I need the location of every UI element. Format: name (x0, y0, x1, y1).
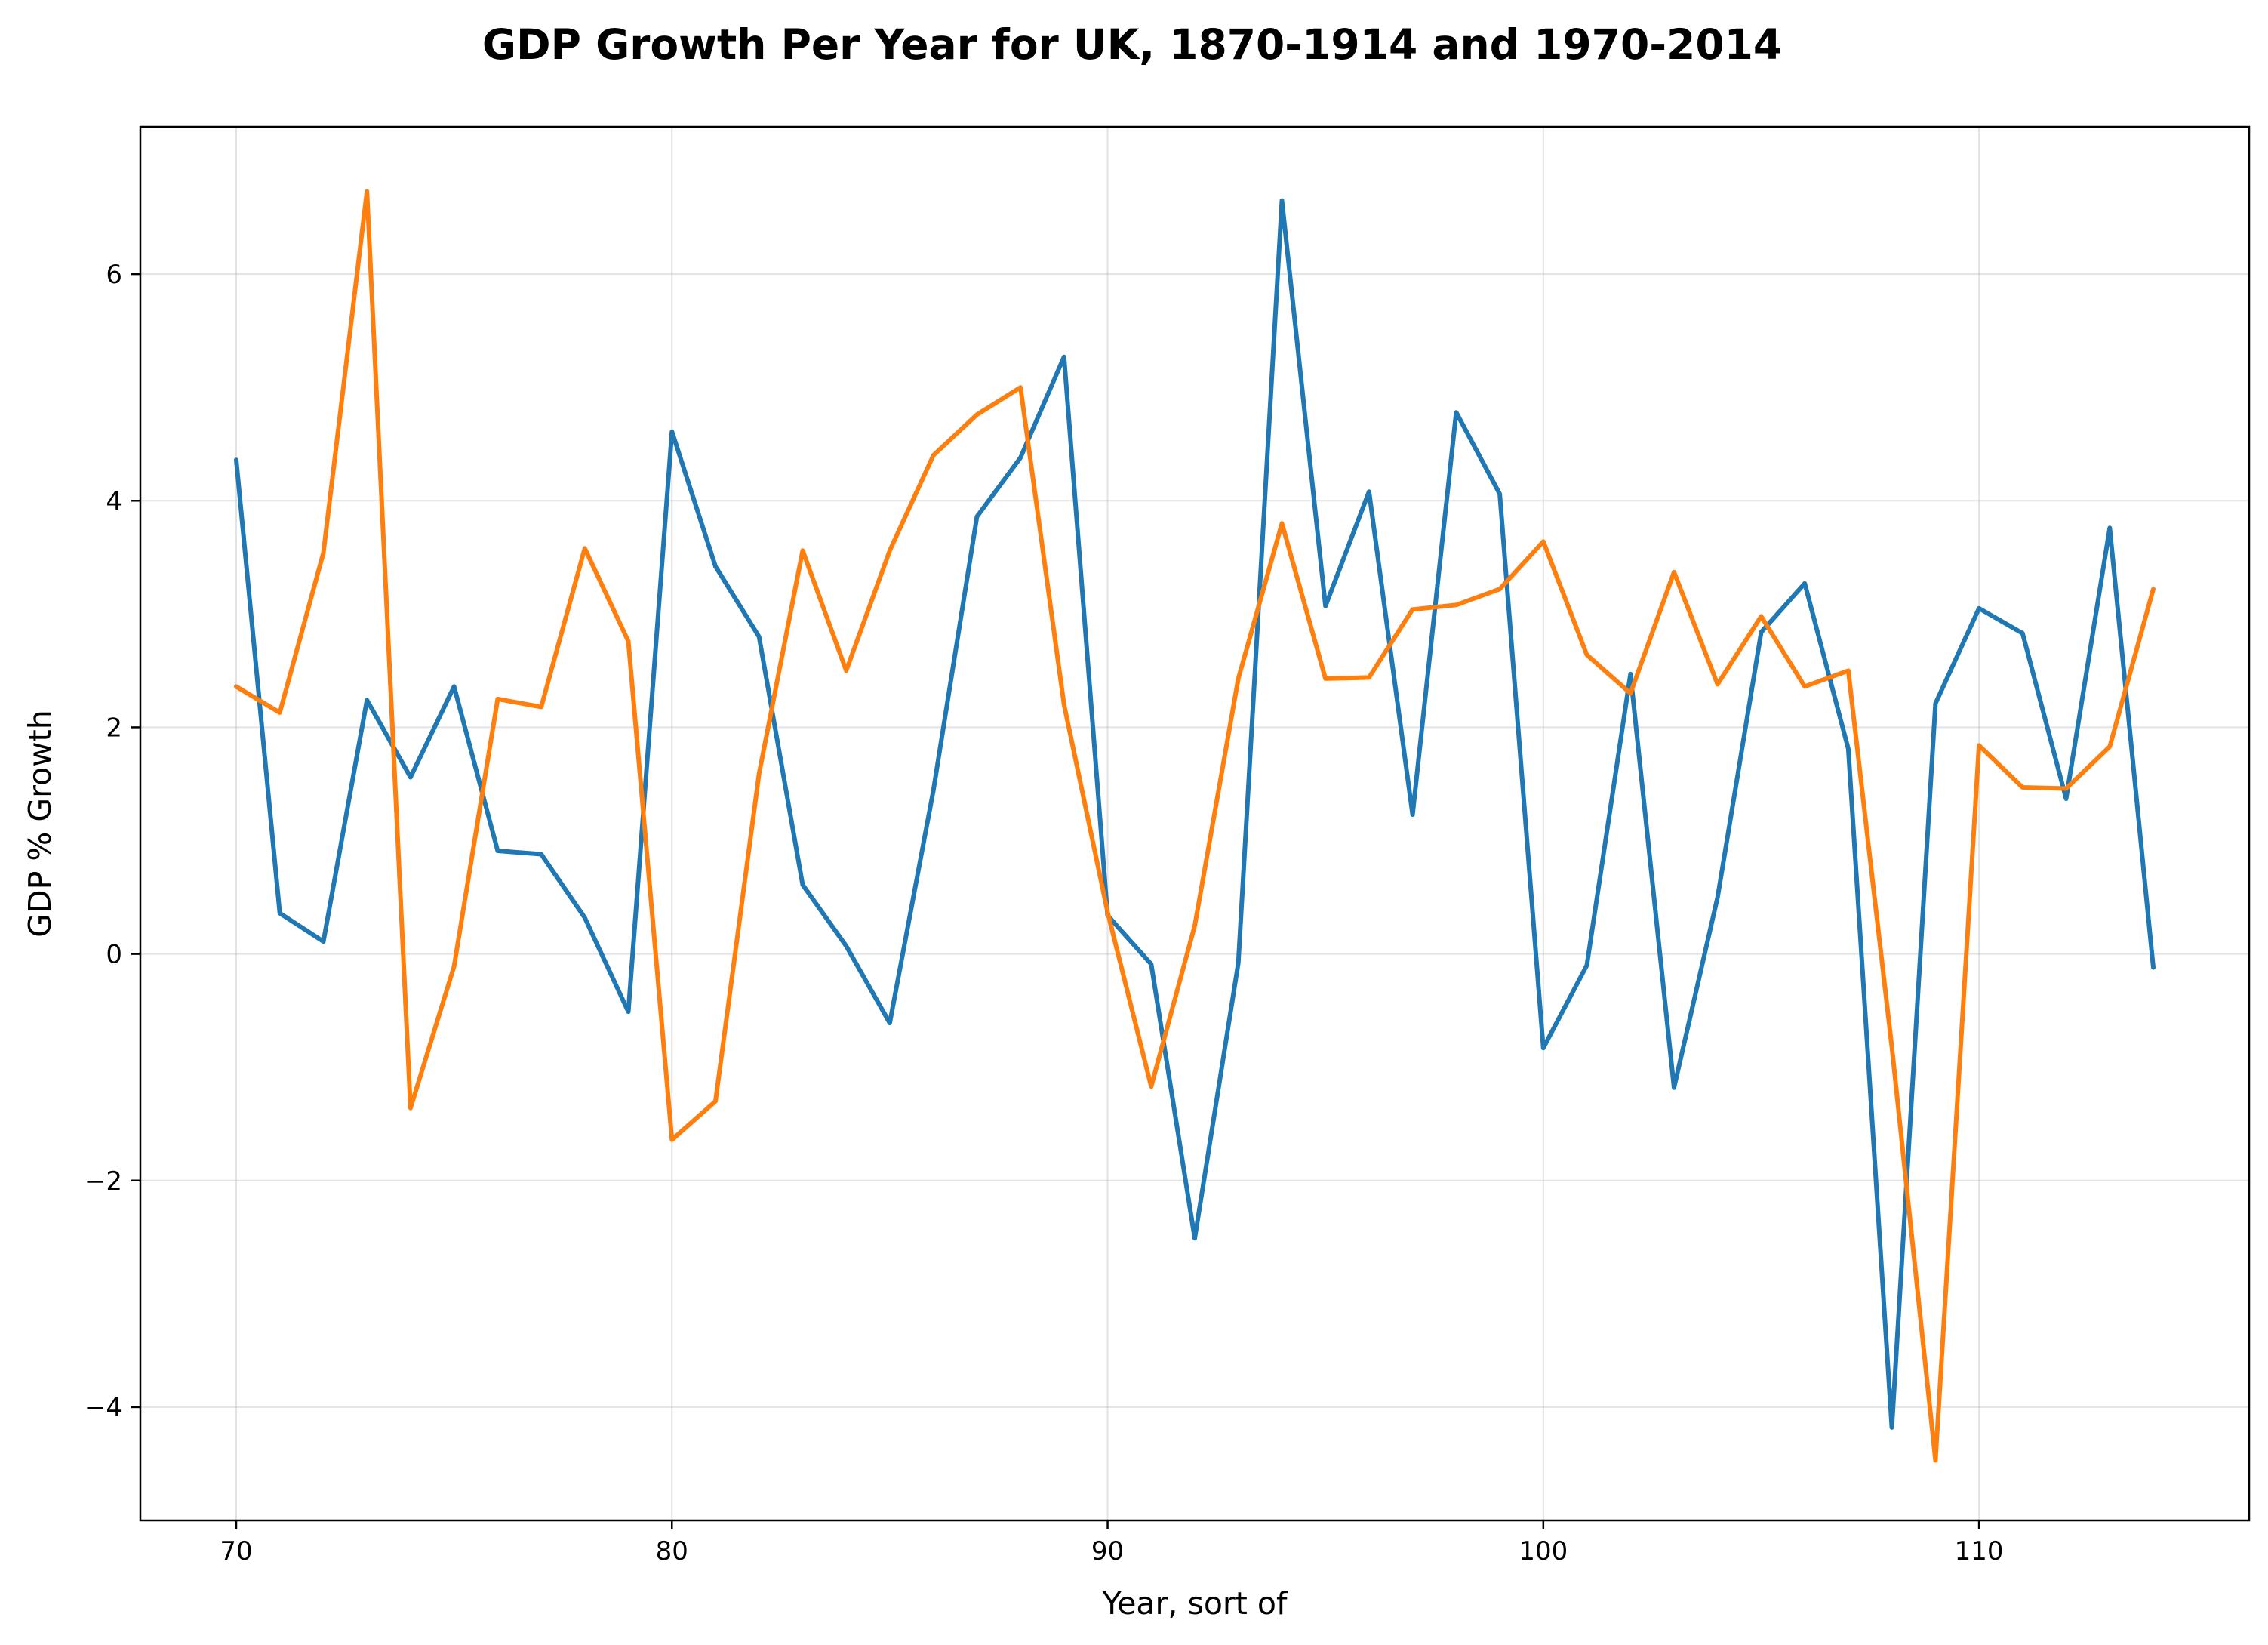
x-tick-label: 100 (1519, 1536, 1568, 1566)
y-axis-label: GDP % Growth (22, 710, 58, 938)
y-tick-label: −4 (85, 1393, 122, 1423)
y-tick-label: −2 (85, 1166, 122, 1197)
plot-frame (139, 125, 2251, 1522)
grid (140, 127, 2249, 1520)
y-tick-label: 6 (106, 260, 122, 290)
series-1-line (234, 198, 2156, 1430)
y-tick-label: 4 (106, 486, 122, 516)
plot-series (234, 189, 2156, 1463)
x-axis-label: Year, sort of (1102, 1585, 1288, 1622)
y-tick-label: 2 (106, 713, 122, 743)
series-2-line (234, 189, 2156, 1463)
chart-title: GDP Growth Per Year for UK, 1870-1914 an… (482, 20, 1782, 69)
axis-ticks: 70 80 90 100 110 −4 −2 0 2 4 6 (85, 260, 2004, 1566)
x-tick-label: 110 (1955, 1536, 2004, 1566)
x-tick-label: 90 (1091, 1536, 1124, 1566)
x-tick-label: 70 (220, 1536, 252, 1566)
y-tick-label: 0 (106, 940, 122, 970)
x-tick-label: 80 (656, 1536, 688, 1566)
